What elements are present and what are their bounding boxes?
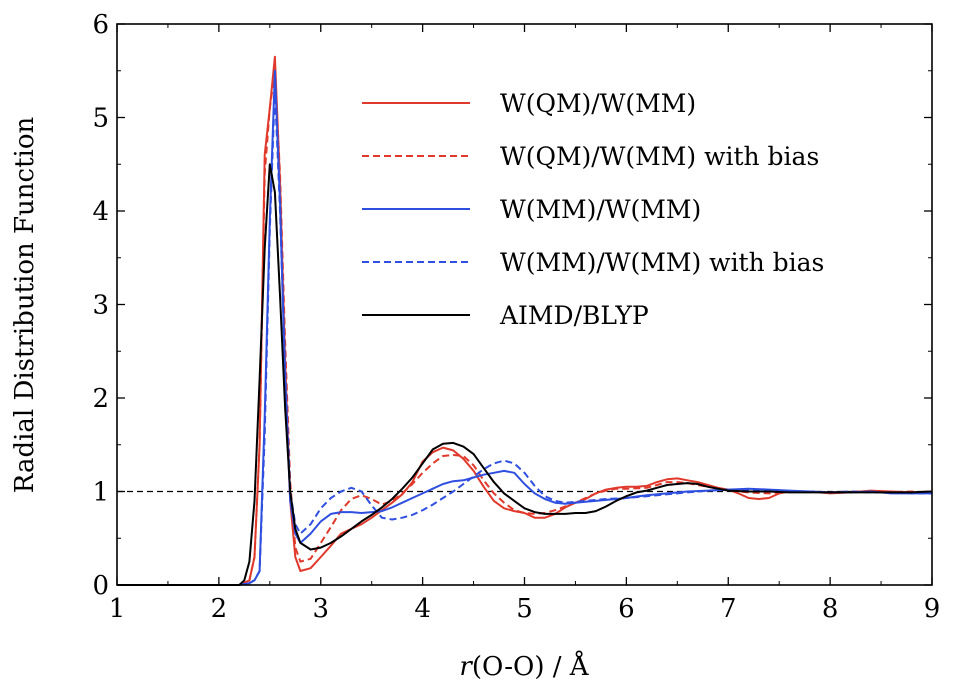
x-tick-label: 1 bbox=[109, 594, 126, 624]
y-tick-label: 2 bbox=[92, 384, 109, 414]
x-axis-label-text: (O-O) / Å bbox=[472, 650, 590, 682]
x-tick-label: 3 bbox=[312, 594, 329, 624]
y-tick-label: 1 bbox=[92, 478, 109, 508]
y-axis-label: Radial Distribution Function bbox=[10, 117, 40, 494]
legend-label-1: W(QM)/W(MM) bbox=[500, 89, 696, 118]
legend-label-4: W(MM)/W(MM) with bias bbox=[500, 248, 824, 277]
series-layer bbox=[117, 55, 933, 586]
x-tick-label: 2 bbox=[211, 594, 228, 624]
y-tick-label: 5 bbox=[92, 104, 109, 134]
legend: W(QM)/W(MM) W(QM)/W(MM) with bias W(MM)/W(… bbox=[362, 89, 824, 330]
legend-label-5: AIMD/BLYP bbox=[499, 301, 649, 330]
x-tick-label: 5 bbox=[516, 594, 533, 624]
x-axis-label-symbol: r bbox=[459, 652, 473, 682]
y-tick-label: 4 bbox=[92, 197, 109, 227]
series-line-5 bbox=[117, 163, 933, 586]
x-tick-label: 8 bbox=[822, 594, 839, 624]
legend-label-2: W(QM)/W(MM) with bias bbox=[500, 142, 819, 171]
y-tick-label: 6 bbox=[92, 10, 109, 40]
y-tick-label: 0 bbox=[92, 571, 109, 601]
x-axis-label: r(O-O) / Å bbox=[459, 650, 589, 682]
x-tick-label: 9 bbox=[924, 594, 941, 624]
x-tick-label: 6 bbox=[618, 594, 635, 624]
y-tick-label: 3 bbox=[92, 291, 109, 321]
legend-label-3: W(MM)/W(MM) bbox=[500, 195, 701, 224]
x-tick-label: 7 bbox=[720, 594, 737, 624]
x-tick-label: 4 bbox=[414, 594, 431, 624]
